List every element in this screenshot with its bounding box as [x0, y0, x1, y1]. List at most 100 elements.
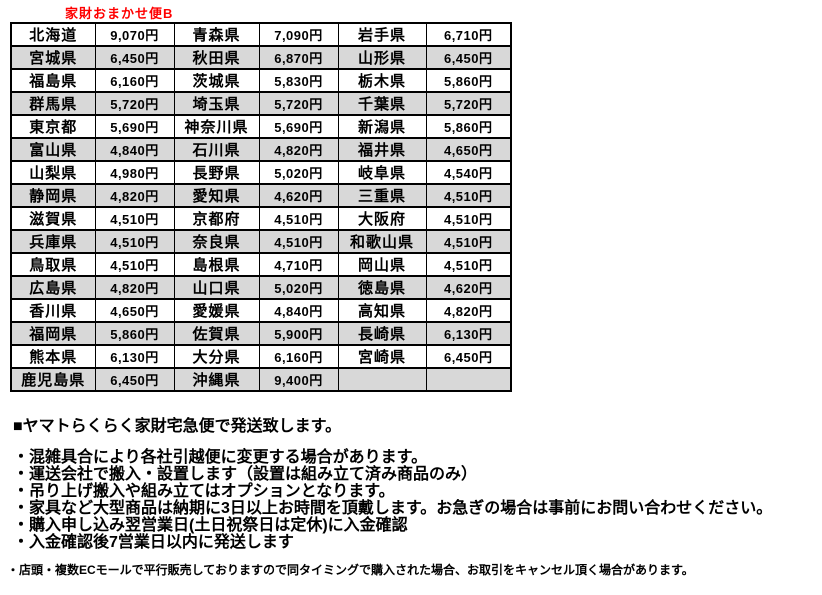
table-row: 静岡県 4,820円 愛知県 4,620円 三重県 4,510円 — [10, 183, 512, 208]
table-row: 福島県 6,160円 茨城県 5,830円 栃木県 5,860円 — [10, 68, 512, 93]
prefecture-cell: 佐賀県 — [173, 321, 260, 346]
prefecture-cell: 三重県 — [337, 183, 427, 208]
price-cell: 6,160円 — [258, 344, 339, 369]
price-cell: 5,860円 — [425, 114, 512, 139]
prefecture-cell: 神奈川県 — [173, 114, 260, 139]
table-row: 群馬県 5,720円 埼玉県 5,720円 千葉県 5,720円 — [10, 91, 512, 116]
price-cell: 5,720円 — [94, 91, 175, 116]
price-cell: 4,820円 — [94, 275, 175, 300]
price-cell: 6,710円 — [425, 22, 512, 47]
prefecture-cell: 山口県 — [173, 275, 260, 300]
price-cell: 4,510円 — [425, 206, 512, 231]
price-cell: 5,020円 — [258, 275, 339, 300]
price-cell: 5,860円 — [94, 321, 175, 346]
prefecture-cell: 兵庫県 — [10, 229, 96, 254]
price-cell: 6,130円 — [425, 321, 512, 346]
prefecture-cell: 徳島県 — [337, 275, 427, 300]
prefecture-cell — [337, 367, 427, 392]
price-cell: 4,510円 — [425, 229, 512, 254]
prefecture-cell: 千葉県 — [337, 91, 427, 116]
price-cell: 4,510円 — [425, 252, 512, 277]
prefecture-cell: 東京都 — [10, 114, 96, 139]
price-cell: 6,450円 — [425, 344, 512, 369]
prefecture-cell: 宮崎県 — [337, 344, 427, 369]
prefecture-cell: 奈良県 — [173, 229, 260, 254]
price-cell: 4,820円 — [258, 137, 339, 162]
price-cell: 9,400円 — [258, 367, 339, 392]
price-cell: 4,840円 — [258, 298, 339, 323]
prefecture-cell: 青森県 — [173, 22, 260, 47]
price-cell: 7,090円 — [258, 22, 339, 47]
prefecture-cell: 富山県 — [10, 137, 96, 162]
prefecture-cell: 滋賀県 — [10, 206, 96, 231]
price-cell: 4,510円 — [94, 252, 175, 277]
price-cell: 4,820円 — [94, 183, 175, 208]
price-cell: 5,830円 — [258, 68, 339, 93]
table-row: 広島県 4,820円 山口県 5,020円 徳島県 4,620円 — [10, 275, 512, 300]
price-cell: 4,510円 — [425, 183, 512, 208]
prefecture-cell: 岩手県 — [337, 22, 427, 47]
prefecture-cell: 新潟県 — [337, 114, 427, 139]
prefecture-cell: 群馬県 — [10, 91, 96, 116]
prefecture-cell: 静岡県 — [10, 183, 96, 208]
price-cell: 4,820円 — [425, 298, 512, 323]
price-cell: 5,860円 — [425, 68, 512, 93]
prefecture-cell: 香川県 — [10, 298, 96, 323]
table-row: 鳥取県 4,510円 島根県 4,710円 岡山県 4,510円 — [10, 252, 512, 277]
table-row: 富山県 4,840円 石川県 4,820円 福井県 4,650円 — [10, 137, 512, 162]
price-cell: 4,510円 — [258, 206, 339, 231]
prefecture-cell: 大分県 — [173, 344, 260, 369]
prefecture-cell: 岐阜県 — [337, 160, 427, 185]
prefecture-cell: 愛知県 — [173, 183, 260, 208]
price-cell: 5,720円 — [425, 91, 512, 116]
prefecture-cell: 長崎県 — [337, 321, 427, 346]
prefecture-cell: 福島県 — [10, 68, 96, 93]
price-cell: 6,450円 — [94, 367, 175, 392]
price-cell — [425, 367, 512, 392]
price-cell: 6,130円 — [94, 344, 175, 369]
price-cell: 5,690円 — [94, 114, 175, 139]
note-line: ・購入申し込み翌営業日(土日祝祭日は定休)に入金確認 — [13, 517, 408, 534]
price-cell: 5,020円 — [258, 160, 339, 185]
price-cell: 4,980円 — [94, 160, 175, 185]
price-cell: 4,540円 — [425, 160, 512, 185]
table-row: 福岡県 5,860円 佐賀県 5,900円 長崎県 6,130円 — [10, 321, 512, 346]
prefecture-cell: 熊本県 — [10, 344, 96, 369]
prefecture-cell: 茨城県 — [173, 68, 260, 93]
price-cell: 4,650円 — [94, 298, 175, 323]
note-line: ・入金確認後7営業日以内に発送します — [13, 534, 294, 551]
table-row: 兵庫県 4,510円 奈良県 4,510円 和歌山県 4,510円 — [10, 229, 512, 254]
prefecture-cell: 福岡県 — [10, 321, 96, 346]
price-cell: 4,510円 — [94, 229, 175, 254]
prefecture-cell: 京都府 — [173, 206, 260, 231]
price-cell: 6,450円 — [425, 45, 512, 70]
prefecture-cell: 長野県 — [173, 160, 260, 185]
note-line: ・運送会社で搬入・設置します（設置は組み立て済み商品のみ） — [13, 466, 478, 483]
prefecture-cell: 埼玉県 — [173, 91, 260, 116]
price-cell: 6,870円 — [258, 45, 339, 70]
prefecture-cell: 和歌山県 — [337, 229, 427, 254]
prefecture-cell: 沖縄県 — [173, 367, 260, 392]
price-cell: 4,620円 — [425, 275, 512, 300]
price-cell: 9,070円 — [94, 22, 175, 47]
prefecture-cell: 大阪府 — [337, 206, 427, 231]
prefecture-cell: 鹿児島県 — [10, 367, 96, 392]
price-cell: 4,620円 — [258, 183, 339, 208]
notes-heading: ■ヤマトらくらく家財宅急便で発送致します。 — [13, 418, 342, 435]
shipping-fee-table: 北海道 9,070円 青森県 7,090円 岩手県 6,710円 宮城県 6,450円 秋田県 6… — [10, 22, 512, 392]
prefecture-cell: 山梨県 — [10, 160, 96, 185]
price-cell: 4,840円 — [94, 137, 175, 162]
prefecture-cell: 島根県 — [173, 252, 260, 277]
price-cell: 4,710円 — [258, 252, 339, 277]
prefecture-cell: 愛媛県 — [173, 298, 260, 323]
prefecture-cell: 北海道 — [10, 22, 96, 47]
prefecture-cell: 鳥取県 — [10, 252, 96, 277]
price-cell: 4,650円 — [425, 137, 512, 162]
prefecture-cell: 広島県 — [10, 275, 96, 300]
table-row: 香川県 4,650円 愛媛県 4,840円 高知県 4,820円 — [10, 298, 512, 323]
price-cell: 5,900円 — [258, 321, 339, 346]
table-row: 滋賀県 4,510円 京都府 4,510円 大阪府 4,510円 — [10, 206, 512, 231]
notes-list: ・混雑具合により各社引越便に変更する場合があります。 ・運送会社で搬入・設置します… — [13, 449, 818, 551]
table-row: 鹿児島県 6,450円 沖縄県 9,400円 — [10, 367, 512, 392]
